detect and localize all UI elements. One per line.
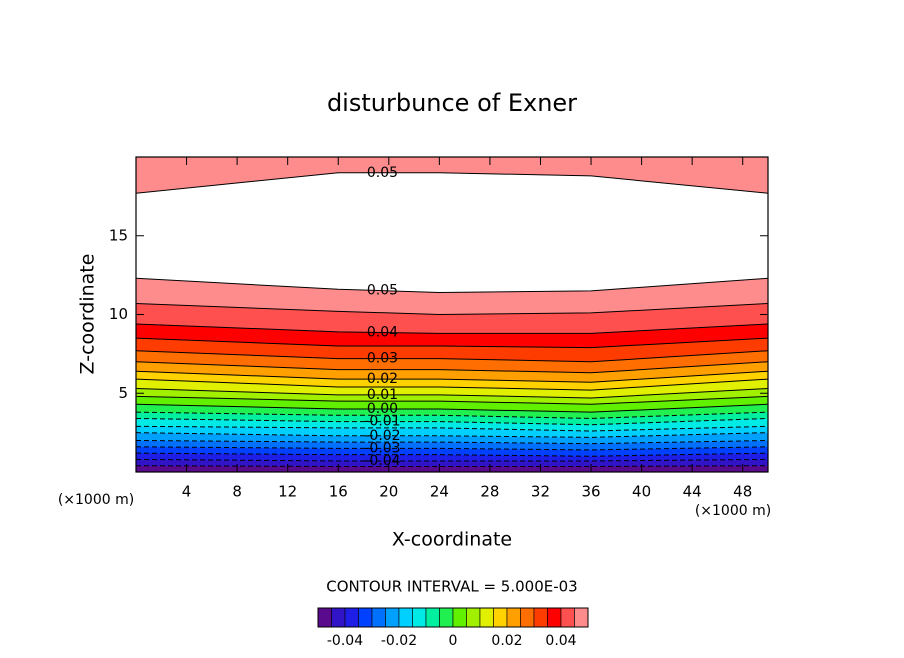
x-tick-label: 32 — [531, 483, 550, 501]
contour-line — [136, 417, 768, 426]
colorbar-cell — [385, 607, 400, 628]
y-unit: (×1000 m) — [58, 492, 134, 508]
contour-line — [136, 440, 768, 445]
colorbar-cell — [533, 607, 548, 628]
contour-label: -0.01 — [364, 414, 400, 430]
contour-line — [136, 370, 768, 383]
contour-label: 0.00 — [367, 401, 398, 417]
colorbar-tick-label: 0 — [449, 633, 458, 649]
colorbar-cell — [439, 607, 454, 628]
colorbar-tick-label: -0.04 — [327, 633, 363, 649]
colorbar-cell — [425, 607, 440, 628]
contour-label: 0.05 — [367, 283, 398, 299]
colorbar-cell — [331, 607, 346, 628]
colorbar-tick-label: 0.04 — [545, 633, 576, 649]
colorbar-tick-label: 0.02 — [491, 633, 522, 649]
colorbar-cell — [547, 607, 562, 628]
x-unit: (×1000 m) — [695, 503, 771, 519]
colorbar-cell — [452, 607, 467, 628]
contour-line — [136, 446, 768, 451]
plot-area — [136, 157, 768, 472]
contour-band — [136, 172, 768, 293]
colorbar-cell — [493, 607, 508, 628]
contour-line — [136, 378, 768, 391]
x-tick-label: 8 — [232, 483, 242, 501]
contour-label: -0.04 — [364, 453, 400, 469]
contour-line — [136, 277, 768, 293]
x-tick-label: 44 — [683, 483, 702, 501]
colorbar-cell — [479, 607, 494, 628]
contour-label: 0.01 — [367, 387, 398, 403]
y-tick-label: 15 — [109, 226, 128, 244]
colorbar-cell — [506, 607, 521, 628]
contour-line — [136, 425, 768, 432]
x-tick-label: 12 — [278, 483, 297, 501]
contour-line — [136, 465, 768, 467]
chart-title: disturbunce of Exner — [327, 89, 577, 117]
y-tick-label: 10 — [109, 305, 128, 323]
colorbar-tick-label: -0.02 — [381, 633, 417, 649]
colorbar-cell — [358, 607, 373, 628]
colorbar-cell — [466, 607, 481, 628]
x-tick-label: 28 — [480, 483, 499, 501]
contour-line — [136, 172, 768, 194]
contour-label: 0.04 — [367, 324, 398, 340]
contour-label: -0.02 — [364, 428, 400, 444]
contour-line — [136, 388, 768, 399]
x-axis-label: X-coordinate — [392, 529, 512, 551]
colorbar-cell — [412, 607, 427, 628]
y-tick-label: 5 — [118, 384, 128, 402]
x-tick-label: 40 — [632, 483, 651, 501]
footer: CONTOUR INTERVAL = 5.000E-03 — [326, 578, 577, 596]
contour-line — [136, 411, 768, 419]
x-tick-label: 48 — [733, 483, 752, 501]
colorbar-cell — [574, 607, 589, 628]
contour-label: 0.02 — [367, 371, 398, 387]
contour-line — [136, 432, 768, 438]
contour-line — [136, 323, 768, 334]
colorbar-frame — [317, 607, 589, 628]
x-tick-label: 16 — [329, 483, 348, 501]
contour-line — [136, 350, 768, 363]
colorbar-cell — [371, 607, 386, 628]
contour-line — [136, 337, 768, 349]
colorbar-cell — [398, 607, 413, 628]
x-tick-label: 24 — [430, 483, 449, 501]
contour-label: 0.05 — [367, 165, 398, 181]
colorbar-cell — [520, 607, 535, 628]
colorbar-cell — [560, 607, 575, 628]
colorbar-cell — [344, 607, 359, 628]
x-tick-label: 20 — [379, 483, 398, 501]
contour-line — [136, 302, 768, 316]
colorbar-cell — [317, 607, 332, 628]
contour-line — [136, 395, 768, 405]
contour-line — [136, 452, 768, 457]
y-axis-label: Z-coordinate — [77, 254, 99, 375]
contour-line — [136, 361, 768, 374]
x-tick-label: 4 — [182, 483, 192, 501]
contour-line — [136, 403, 768, 413]
contour-label: -0.03 — [364, 440, 400, 456]
contour-label: 0.03 — [367, 351, 398, 367]
x-tick-label: 36 — [581, 483, 600, 501]
contour-line — [136, 458, 768, 462]
